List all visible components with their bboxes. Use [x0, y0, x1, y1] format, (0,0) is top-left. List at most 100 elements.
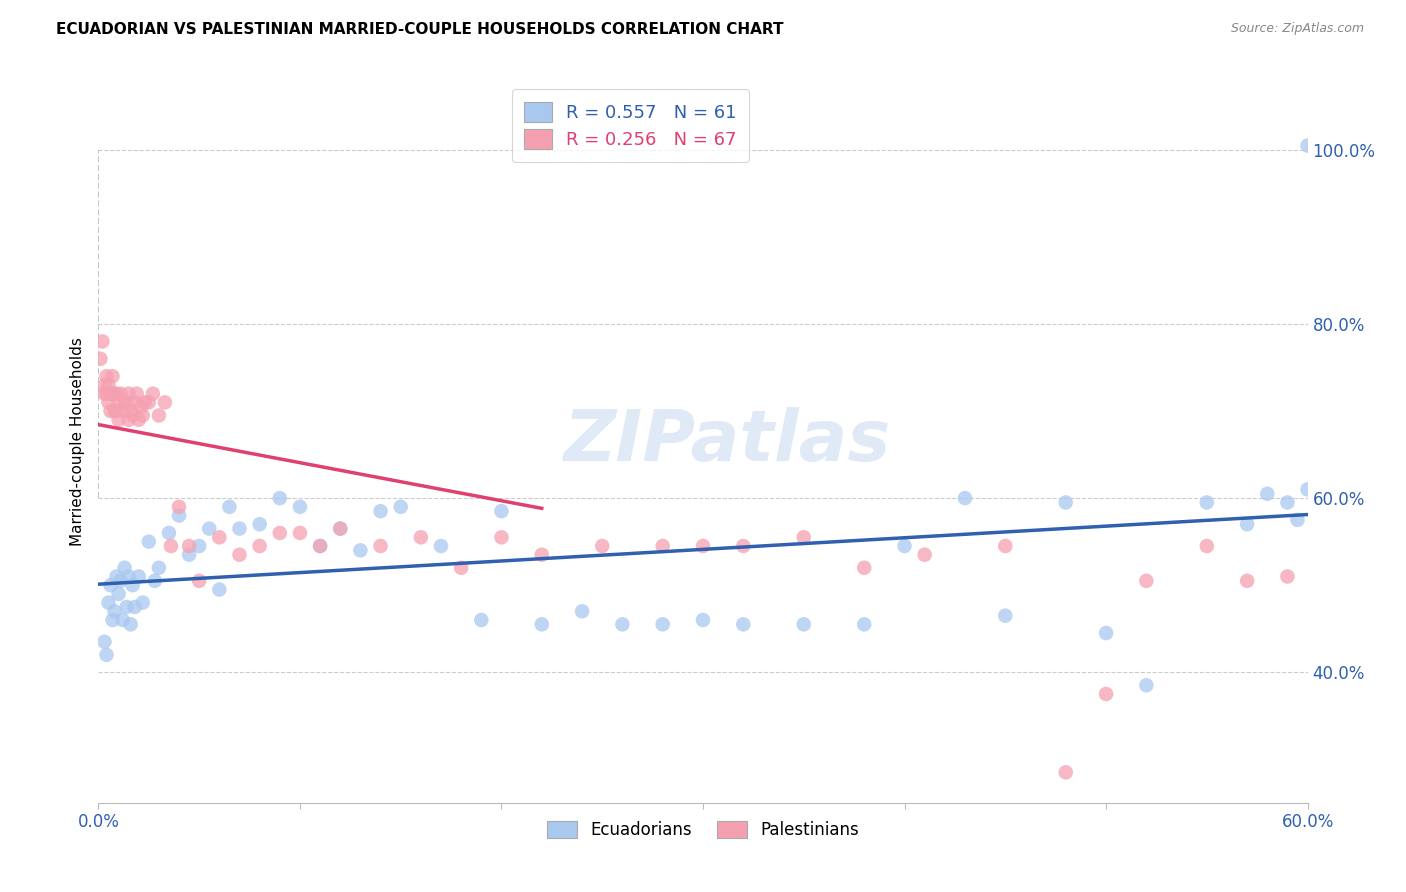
Point [91, 334, 114, 349]
Point [128, 413, 150, 427]
Point [329, 522, 352, 536]
Point [953, 491, 976, 505]
Point [142, 386, 165, 401]
Point [1195, 495, 1218, 509]
Point [97, 395, 120, 409]
Point [148, 409, 170, 423]
Point [114, 561, 136, 575]
Point [733, 617, 755, 632]
Point [148, 561, 170, 575]
Point [389, 500, 412, 514]
Point [1135, 574, 1157, 588]
Point [100, 404, 122, 418]
Point [269, 525, 291, 540]
Point [110, 574, 132, 588]
Point [179, 539, 201, 553]
Point [160, 539, 183, 553]
Point [121, 578, 143, 592]
Point [651, 617, 673, 632]
Point [491, 530, 513, 544]
Point [249, 539, 271, 553]
Legend: Ecuadorians, Palestinians: Ecuadorians, Palestinians [534, 807, 872, 852]
Point [132, 409, 155, 423]
Point [118, 413, 141, 427]
Point [107, 587, 129, 601]
Point [651, 539, 673, 553]
Point [1236, 574, 1258, 588]
Text: ZIPatlas: ZIPatlas [564, 407, 891, 476]
Point [228, 548, 250, 562]
Point [198, 522, 221, 536]
Text: Source: ZipAtlas.com: Source: ZipAtlas.com [1230, 22, 1364, 36]
Point [138, 534, 160, 549]
Point [103, 386, 125, 401]
Point [1054, 765, 1077, 780]
Point [1095, 687, 1118, 701]
Point [134, 395, 156, 409]
Point [208, 530, 231, 544]
Point [1095, 626, 1118, 640]
Point [1236, 517, 1258, 532]
Y-axis label: Married-couple Households: Married-couple Households [69, 337, 84, 546]
Text: ECUADORIAN VS PALESTINIAN MARRIED-COUPLE HOUSEHOLDS CORRELATION CHART: ECUADORIAN VS PALESTINIAN MARRIED-COUPLE… [56, 22, 783, 37]
Point [269, 491, 291, 505]
Point [288, 500, 311, 514]
Point [491, 504, 513, 518]
Point [430, 539, 453, 553]
Point [1296, 138, 1319, 153]
Point [157, 525, 180, 540]
Point [128, 569, 150, 583]
Point [93, 378, 115, 392]
Point [153, 395, 176, 409]
Point [103, 604, 125, 618]
Point [1256, 487, 1278, 501]
Point [349, 543, 371, 558]
Point [309, 539, 332, 553]
Point [409, 530, 432, 544]
Point [370, 504, 392, 518]
Point [1054, 495, 1077, 509]
Point [89, 351, 111, 366]
Point [893, 539, 915, 553]
Point [1195, 539, 1218, 553]
Point [1277, 495, 1299, 509]
Point [111, 613, 134, 627]
Point [530, 617, 553, 632]
Point [121, 409, 143, 423]
Point [914, 548, 936, 562]
Point [100, 578, 122, 592]
Point [124, 599, 146, 614]
Point [115, 599, 138, 614]
Point [124, 395, 146, 409]
Point [793, 530, 815, 544]
Point [853, 617, 876, 632]
Point [994, 539, 1017, 553]
Point [692, 613, 714, 627]
Point [309, 539, 332, 553]
Point [100, 386, 122, 401]
Point [105, 569, 128, 583]
Point [96, 386, 118, 401]
Point [101, 386, 124, 401]
Point [249, 517, 271, 532]
Point [793, 617, 815, 632]
Point [118, 569, 141, 583]
Point [107, 395, 129, 409]
Point [97, 596, 120, 610]
Point [115, 395, 138, 409]
Point [105, 386, 128, 401]
Point [591, 539, 613, 553]
Point [167, 508, 190, 523]
Point [994, 608, 1017, 623]
Point [1296, 483, 1319, 497]
Point [105, 404, 128, 418]
Point [111, 404, 134, 418]
Point [167, 500, 190, 514]
Point [103, 404, 125, 418]
Point [530, 548, 553, 562]
Point [138, 395, 160, 409]
Point [218, 500, 240, 514]
Point [101, 369, 124, 384]
Point [188, 574, 211, 588]
Point [96, 648, 118, 662]
